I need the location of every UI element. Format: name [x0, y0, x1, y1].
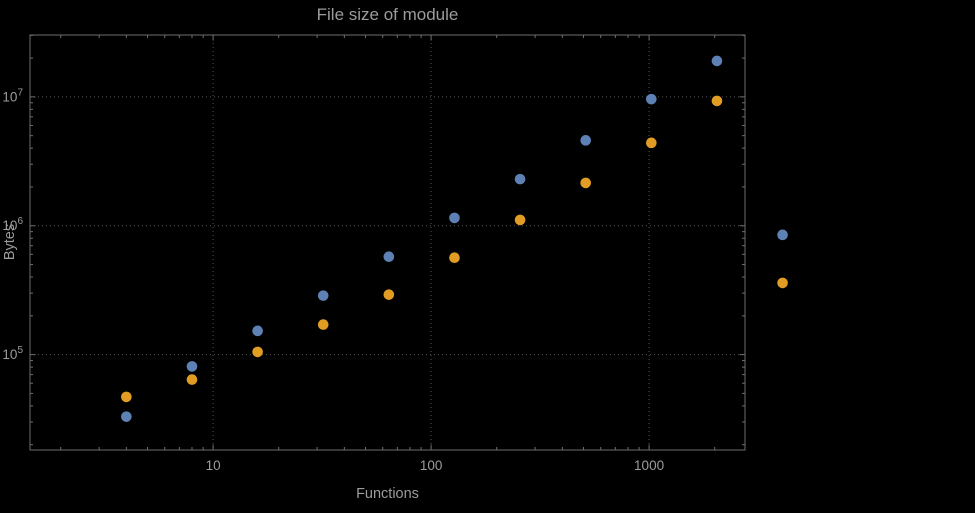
data-point-blue: [186, 361, 198, 372]
data-point-orange: [186, 374, 198, 385]
x-tick-label: 1000: [634, 458, 664, 473]
data-point-blue: [777, 229, 788, 241]
x-tick-label: 10: [206, 458, 221, 473]
data-point-blue: [449, 212, 460, 224]
data-point-orange: [580, 177, 592, 189]
data-point-orange: [711, 95, 723, 107]
y-tick-label: 105: [2, 345, 23, 362]
x-tick-label: 100: [420, 458, 443, 473]
data-point-orange: [777, 277, 788, 289]
data-point-blue: [711, 55, 723, 67]
data-point-orange: [317, 319, 329, 330]
data-point-orange: [646, 137, 657, 149]
data-point-orange: [121, 391, 132, 403]
y-tick-label: 107: [2, 87, 23, 104]
chart-title: File size of module: [316, 5, 459, 24]
data-point-orange: [383, 289, 395, 300]
y-tick-label: 106: [2, 216, 23, 233]
x-axis-label: Functions: [356, 486, 419, 502]
data-point-blue: [646, 93, 657, 105]
data-point-orange: [252, 346, 263, 358]
data-point-orange: [449, 252, 460, 264]
data-point-blue: [383, 251, 395, 263]
plot-frame: [29, 34, 746, 451]
data-point-orange: [514, 214, 526, 226]
data-point-blue: [317, 290, 329, 301]
data-point-blue: [121, 411, 132, 422]
data-point-blue: [252, 325, 263, 337]
data-point-blue: [580, 135, 592, 146]
data-point-blue: [514, 173, 526, 185]
